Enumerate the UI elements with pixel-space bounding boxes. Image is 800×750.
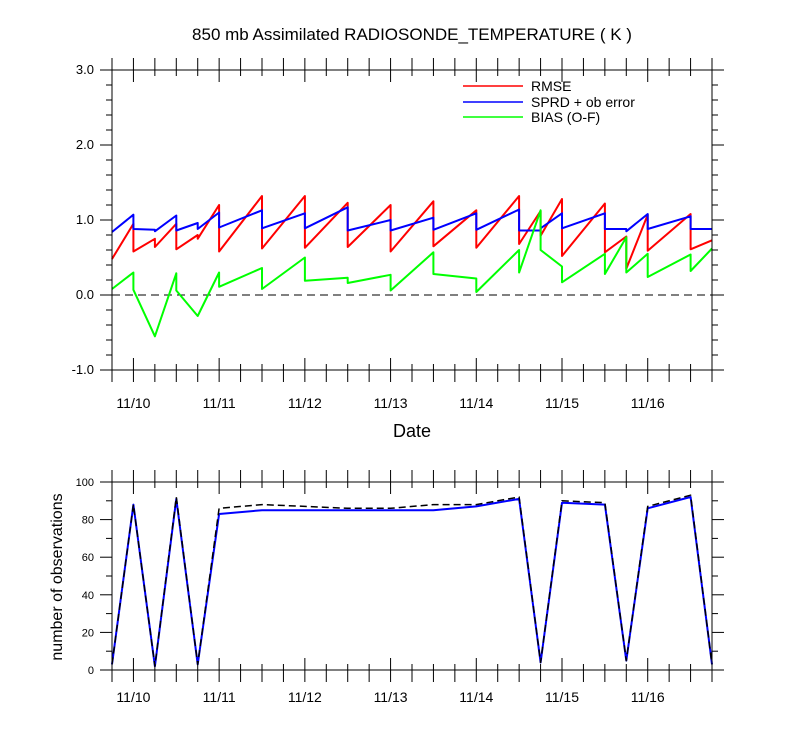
legend-label-sprd: SPRD + ob error: [531, 94, 635, 110]
series-line-sprd-ob-error: [111, 206, 712, 233]
top-y-axis: -1.0 0.0 1.0 2.0 3.0: [72, 62, 724, 377]
series-line-rmse: [111, 195, 713, 270]
y-tick-label: -1.0: [72, 362, 94, 377]
legend-label-bias: BIAS (O-F): [531, 109, 600, 125]
x-axis-label: Date: [393, 421, 431, 441]
series-line-bias-o-f: [111, 209, 713, 338]
x-tick-label: 11/14: [459, 689, 493, 705]
y-tick-label: 3.0: [76, 62, 94, 77]
x-tick-label: 11/12: [288, 395, 322, 411]
y-tick-label: 100: [76, 477, 94, 489]
x-tick-label: 11/13: [374, 689, 408, 705]
bottom-x-axis: 11/10 11/11 11/12 11/13 11/14 11/15 11/16: [111, 470, 713, 705]
x-tick-label: 11/12: [288, 689, 322, 705]
x-tick-label: 11/10: [116, 395, 150, 411]
bottom-series-layer: [111, 494, 713, 668]
y-tick-label: 40: [82, 590, 94, 602]
y-tick-label: 1.0: [76, 212, 94, 227]
y-axis-label-observations: number of observations: [49, 493, 66, 660]
top-series-layer: [111, 195, 713, 338]
legend: RMSE SPRD + ob error BIAS (O-F): [463, 78, 635, 125]
x-tick-label: 11/16: [631, 395, 665, 411]
y-tick-label: 0: [88, 665, 94, 677]
x-tick-label: 11/11: [203, 689, 236, 705]
bottom-y-axis: 0 20 40 60 80 100: [76, 477, 724, 677]
top-x-axis: 11/10 11/11 11/12 11/13 11/14 11/15 11/16: [111, 58, 713, 411]
y-tick-label: 80: [82, 515, 94, 527]
x-tick-label: 11/15: [545, 689, 579, 705]
y-tick-label: 0.0: [76, 287, 94, 302]
y-tick-label: 2.0: [76, 137, 94, 152]
top-chart-panel: 850 mb Assimilated RADIOSONDE_TEMPERATUR…: [72, 25, 724, 441]
chart-title: 850 mb Assimilated RADIOSONDE_TEMPERATUR…: [192, 25, 632, 44]
legend-label-rmse: RMSE: [531, 78, 571, 94]
series-line-assimilated: [111, 496, 713, 668]
x-tick-label: 11/11: [203, 395, 236, 411]
series-line-possible: [111, 494, 713, 667]
y-tick-label: 20: [82, 627, 94, 639]
x-tick-label: 11/13: [374, 395, 408, 411]
top-plot-frame: [111, 69, 713, 371]
x-tick-label: 11/15: [545, 395, 579, 411]
x-tick-label: 11/14: [459, 395, 493, 411]
x-tick-label: 11/16: [631, 689, 665, 705]
x-tick-label: 11/10: [116, 689, 150, 705]
y-tick-label: 60: [82, 552, 94, 564]
